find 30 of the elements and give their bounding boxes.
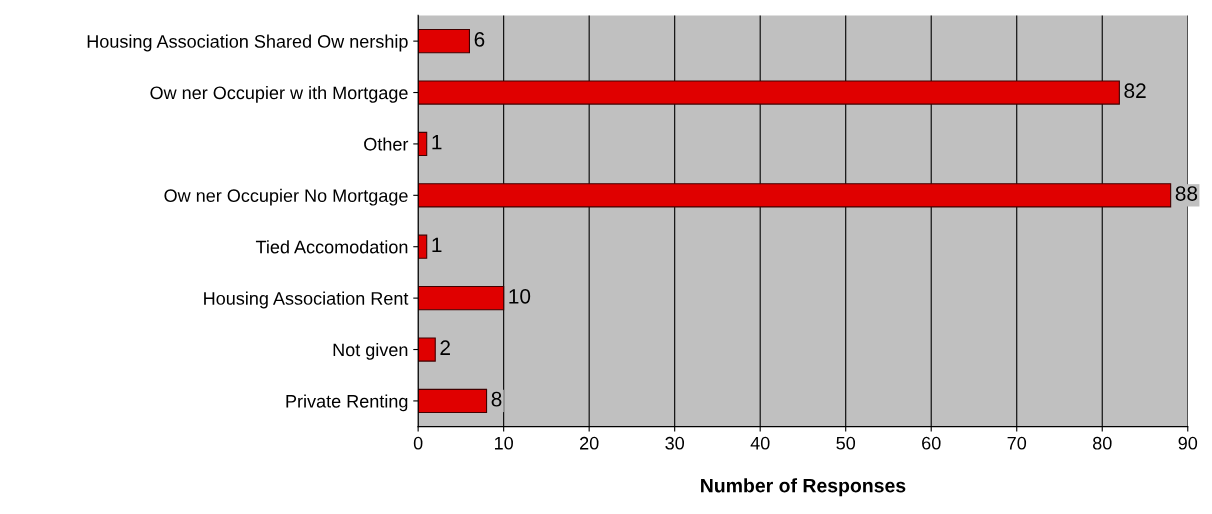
x-tick-label: 30 <box>665 436 685 450</box>
x-tick-label: 60 <box>922 436 941 450</box>
data-label: 10 <box>509 288 531 304</box>
y-tick-label: Housing Association Rent <box>204 291 409 309</box>
data-label: 2 <box>440 340 450 355</box>
x-tick-label: 20 <box>580 436 599 450</box>
y-tick-label: Not given <box>333 342 408 360</box>
y-tick-label: Housing Association Shared Ow nership <box>87 34 408 52</box>
x-tick-label: 10 <box>494 436 513 450</box>
x-tick-label: 80 <box>1092 436 1112 450</box>
bar <box>418 80 1120 105</box>
x-tick-label: 50 <box>836 436 856 450</box>
x-tick-label: 70 <box>1007 436 1027 450</box>
y-tick-label: Ow ner Occupier No Mortgage <box>164 188 408 206</box>
bar <box>418 183 1172 208</box>
x-tick-label: 90 <box>1178 436 1198 450</box>
data-label: 8 <box>491 391 502 407</box>
y-tick-label: Other <box>364 137 409 151</box>
data-label: 82 <box>1124 83 1146 99</box>
data-label: 6 <box>474 31 485 47</box>
y-tick-label: Ow ner Occupier w ith Mortgage <box>150 85 408 103</box>
data-label: 88 <box>1175 186 1198 201</box>
x-axis-title: Number of Responses <box>701 478 906 497</box>
x-tick-label: 0 <box>413 436 423 450</box>
y-tick-label: Private Renting <box>286 394 408 412</box>
data-label: 1 <box>432 237 442 253</box>
y-tick-label: Tied Accomodation <box>255 240 408 254</box>
bar <box>418 388 488 414</box>
data-label: 1 <box>432 134 442 150</box>
x-tick-label: 40 <box>750 436 770 450</box>
